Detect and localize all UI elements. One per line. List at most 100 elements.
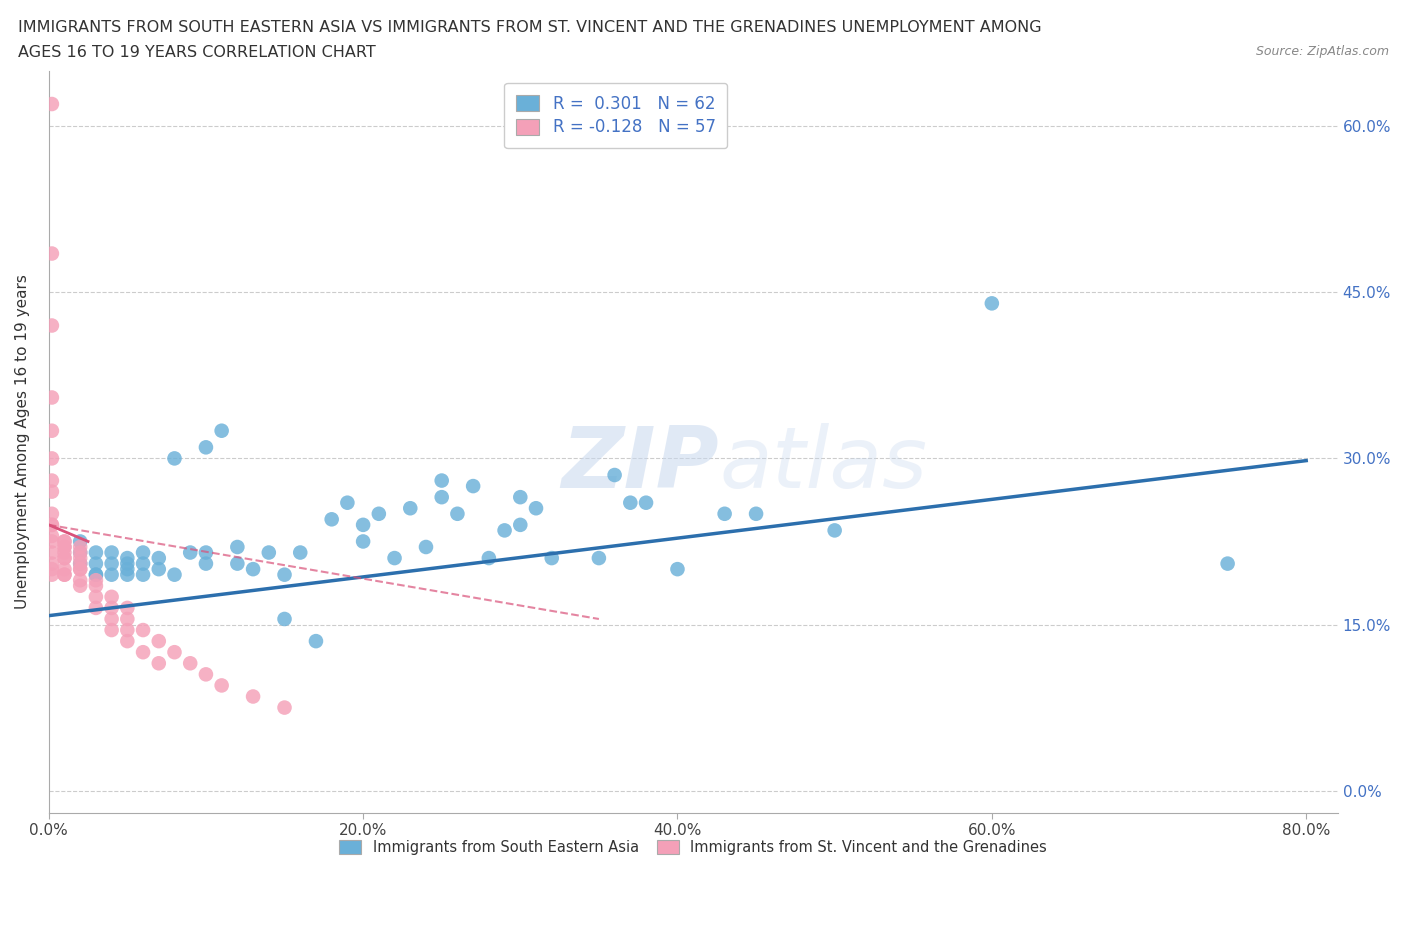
Point xyxy=(117,551,139,565)
Point xyxy=(53,551,76,565)
Point xyxy=(619,496,641,511)
Point xyxy=(148,562,170,577)
Point xyxy=(117,601,139,616)
Point xyxy=(53,534,76,549)
Point xyxy=(41,318,63,333)
Point xyxy=(980,296,1002,311)
Point xyxy=(148,656,170,671)
Legend: Immigrants from South Eastern Asia, Immigrants from St. Vincent and the Grenadin: Immigrants from South Eastern Asia, Immi… xyxy=(333,834,1053,861)
Point xyxy=(430,490,453,505)
Point xyxy=(100,590,122,604)
Point xyxy=(415,539,437,554)
Point xyxy=(148,633,170,648)
Point xyxy=(148,551,170,565)
Point xyxy=(41,423,63,438)
Point xyxy=(69,545,91,560)
Point xyxy=(41,473,63,488)
Point xyxy=(53,551,76,565)
Point xyxy=(242,562,264,577)
Point xyxy=(384,551,406,565)
Point xyxy=(509,490,531,505)
Point xyxy=(824,523,846,538)
Point xyxy=(53,567,76,582)
Point xyxy=(194,440,217,455)
Point xyxy=(53,545,76,560)
Point xyxy=(100,556,122,571)
Point xyxy=(100,601,122,616)
Point xyxy=(41,517,63,532)
Point xyxy=(713,506,735,521)
Point xyxy=(41,556,63,571)
Point xyxy=(41,485,63,499)
Point xyxy=(132,567,155,582)
Point xyxy=(257,545,280,560)
Point xyxy=(53,567,76,582)
Point xyxy=(84,567,107,582)
Point xyxy=(179,656,201,671)
Point xyxy=(84,545,107,560)
Point xyxy=(588,551,610,565)
Point xyxy=(69,556,91,571)
Point xyxy=(69,578,91,593)
Point xyxy=(84,590,107,604)
Point xyxy=(41,517,63,532)
Point xyxy=(117,567,139,582)
Point xyxy=(41,246,63,261)
Point xyxy=(69,562,91,577)
Point xyxy=(41,97,63,112)
Point xyxy=(69,551,91,565)
Point xyxy=(352,517,374,532)
Point xyxy=(745,506,768,521)
Point xyxy=(41,390,63,405)
Point xyxy=(430,473,453,488)
Point xyxy=(132,545,155,560)
Point xyxy=(226,539,249,554)
Point xyxy=(399,500,422,515)
Point xyxy=(163,644,186,659)
Point xyxy=(336,496,359,511)
Point xyxy=(666,562,689,577)
Point xyxy=(194,545,217,560)
Point xyxy=(53,562,76,577)
Point xyxy=(84,578,107,593)
Point xyxy=(367,506,389,521)
Point xyxy=(132,622,155,637)
Point xyxy=(41,451,63,466)
Point xyxy=(446,506,468,521)
Point xyxy=(478,551,501,565)
Point xyxy=(273,567,295,582)
Point xyxy=(41,534,63,549)
Point xyxy=(69,573,91,588)
Point xyxy=(1216,556,1239,571)
Point xyxy=(163,567,186,582)
Point xyxy=(100,545,122,560)
Point xyxy=(321,512,343,526)
Point xyxy=(211,678,233,693)
Point xyxy=(540,551,562,565)
Point xyxy=(194,667,217,682)
Point xyxy=(100,612,122,627)
Point xyxy=(69,539,91,554)
Text: AGES 16 TO 19 YEARS CORRELATION CHART: AGES 16 TO 19 YEARS CORRELATION CHART xyxy=(18,45,375,60)
Point xyxy=(117,622,139,637)
Point xyxy=(494,523,516,538)
Point xyxy=(634,496,657,511)
Point xyxy=(69,534,91,549)
Point xyxy=(132,644,155,659)
Point xyxy=(84,567,107,582)
Point xyxy=(69,545,91,560)
Point xyxy=(53,539,76,554)
Point xyxy=(273,700,295,715)
Point xyxy=(100,567,122,582)
Point xyxy=(41,506,63,521)
Text: IMMIGRANTS FROM SOUTH EASTERN ASIA VS IMMIGRANTS FROM ST. VINCENT AND THE GRENAD: IMMIGRANTS FROM SOUTH EASTERN ASIA VS IM… xyxy=(18,20,1042,35)
Point xyxy=(53,534,76,549)
Point xyxy=(41,562,63,577)
Point xyxy=(226,556,249,571)
Point xyxy=(179,545,201,560)
Point xyxy=(117,562,139,577)
Point xyxy=(69,562,91,577)
Point xyxy=(84,556,107,571)
Point xyxy=(603,468,626,483)
Point xyxy=(132,556,155,571)
